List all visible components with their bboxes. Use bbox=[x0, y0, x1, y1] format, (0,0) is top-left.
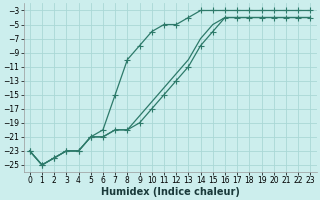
X-axis label: Humidex (Indice chaleur): Humidex (Indice chaleur) bbox=[101, 187, 240, 197]
